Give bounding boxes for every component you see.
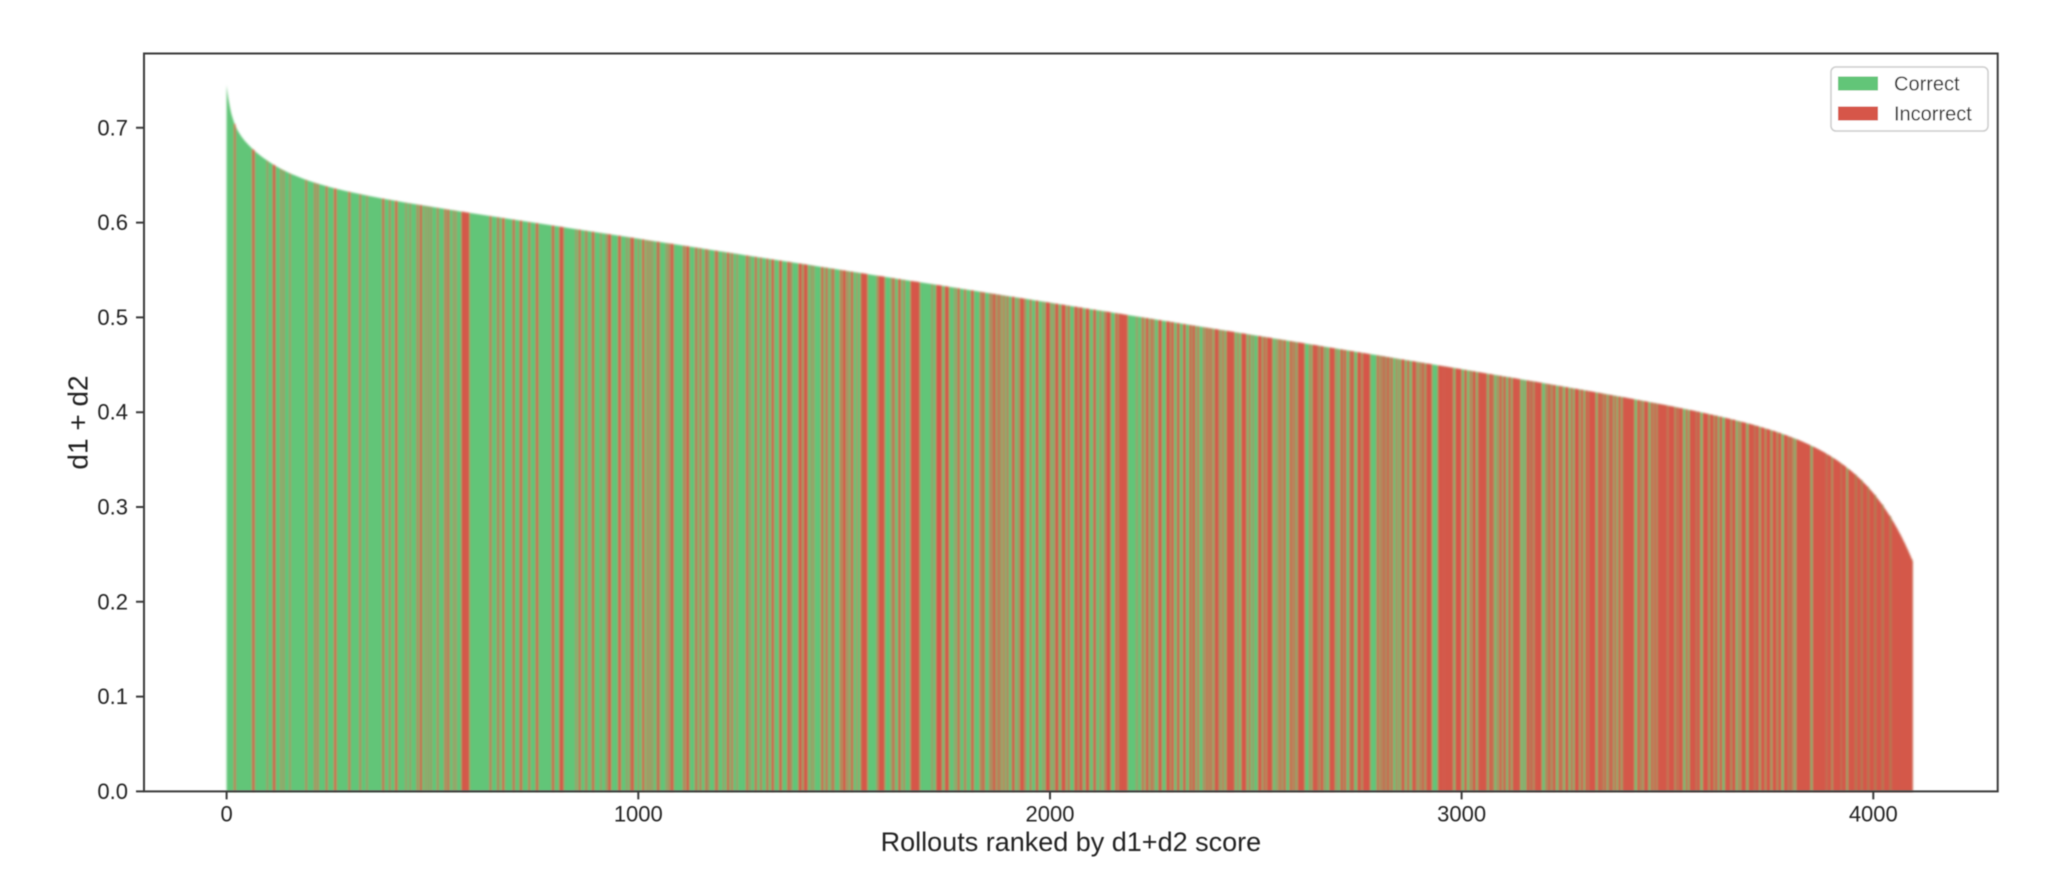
svg-text:0: 0	[220, 802, 232, 827]
svg-text:0.6: 0.6	[97, 210, 128, 235]
svg-text:3000: 3000	[1437, 802, 1486, 827]
svg-text:0.2: 0.2	[97, 589, 128, 614]
svg-text:0.7: 0.7	[97, 115, 128, 140]
svg-text:0.0: 0.0	[97, 779, 128, 804]
svg-text:Incorrect: Incorrect	[1894, 104, 1972, 126]
svg-text:0.4: 0.4	[97, 400, 128, 425]
svg-text:2000: 2000	[1026, 802, 1075, 827]
svg-text:Rollouts ranked by d1+d2 score: Rollouts ranked by d1+d2 score	[881, 827, 1261, 857]
svg-text:Correct: Correct	[1894, 74, 1960, 96]
svg-text:0.1: 0.1	[97, 684, 128, 709]
svg-text:1000: 1000	[614, 802, 663, 827]
svg-text:d1 + d2: d1 + d2	[63, 375, 94, 469]
svg-text:0.3: 0.3	[97, 495, 128, 520]
svg-text:4000: 4000	[1849, 802, 1898, 827]
svg-text:0.5: 0.5	[97, 305, 128, 330]
